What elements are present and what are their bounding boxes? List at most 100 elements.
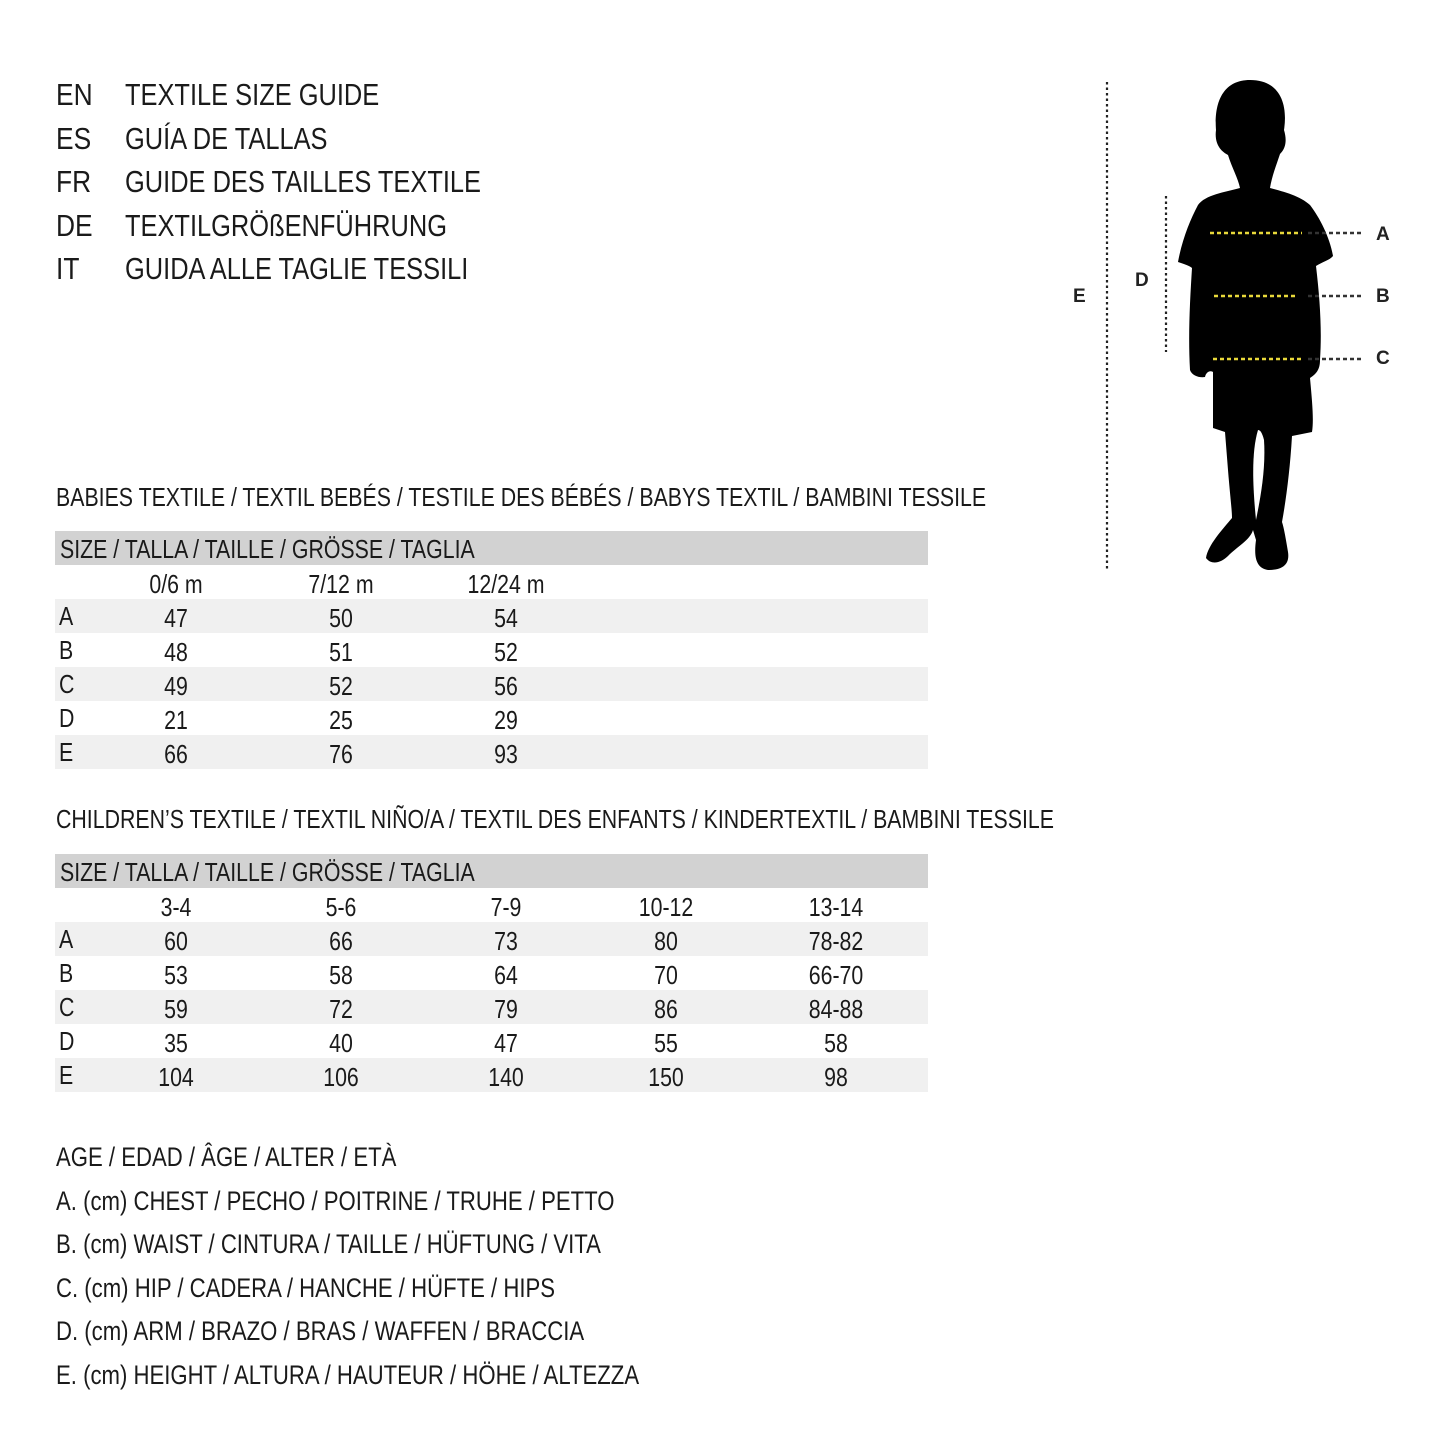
table-cell: 29 — [494, 705, 518, 735]
table-cell: 98 — [824, 1062, 848, 1092]
table-cell: 21 — [164, 705, 188, 735]
column-header: 10-12 — [638, 892, 694, 922]
label-a: A — [1376, 224, 1390, 245]
table-cell: 70 — [654, 960, 678, 990]
table-cell: 58 — [824, 1028, 848, 1058]
table-cell: 66 — [164, 739, 188, 769]
table-cell: 64 — [494, 960, 518, 990]
table-row: B 53 58 64 70 66-70 — [55, 956, 928, 990]
column-header: 3-4 — [160, 892, 192, 922]
child-silhouette-icon — [1178, 80, 1333, 570]
column-header-row: 0/6 m 7/12 m 12/24 m — [55, 565, 928, 599]
size-header-label: SIZE / TALLA / TAILLE / GRÖSSE / TAGLIA — [60, 857, 475, 887]
legend-line: C. (cm) HIP / CADERA / HANCHE / HÜFTE / … — [56, 1272, 556, 1303]
row-label: A — [59, 924, 74, 954]
table-cell: 84-88 — [808, 994, 864, 1024]
label-b: B — [1376, 286, 1390, 307]
table-cell: 59 — [164, 994, 188, 1024]
language-code: DE — [56, 207, 93, 243]
table-cell: 25 — [329, 705, 353, 735]
column-header: 7-9 — [490, 892, 522, 922]
table-cell: 93 — [494, 739, 518, 769]
title-text: TEXTILE SIZE GUIDE — [125, 77, 380, 112]
column-header: 0/6 m — [149, 569, 203, 599]
row-label: A — [59, 601, 74, 631]
table-row: C 59 72 79 86 84-88 — [55, 990, 928, 1024]
size-header-bar: SIZE / TALLA / TAILLE / GRÖSSE / TAGLIA — [55, 854, 928, 888]
row-label: B — [59, 958, 74, 988]
table-cell: 66 — [329, 926, 353, 956]
table-cell: 76 — [329, 739, 353, 769]
row-label: D — [59, 703, 75, 733]
measure-dashes — [1210, 231, 1362, 361]
table-cell: 49 — [164, 671, 188, 701]
legend-line: A. (cm) CHEST / PECHO / POITRINE / TRUHE… — [56, 1185, 615, 1216]
row-label: E — [59, 1060, 74, 1090]
table-cell: 78-82 — [808, 926, 864, 956]
size-header-label: SIZE / TALLA / TAILLE / GRÖSSE / TAGLIA — [60, 534, 475, 564]
legend-line: B. (cm) WAIST / CINTURA / TAILLE / HÜFTU… — [56, 1229, 601, 1259]
row-label: D — [59, 1026, 75, 1056]
row-label: C — [59, 669, 75, 699]
table-cell: 58 — [329, 960, 353, 990]
table-cell: 53 — [164, 960, 188, 990]
table-cell: 40 — [329, 1028, 353, 1058]
legend-line: D. (cm) ARM / BRAZO / BRAS / WAFFEN / BR… — [56, 1316, 585, 1346]
table-cell: 72 — [329, 994, 353, 1024]
column-header: 5-6 — [325, 892, 357, 922]
title-text: GUÍA DE TALLAS — [125, 120, 328, 156]
row-label: E — [59, 737, 74, 767]
table-cell: 47 — [494, 1028, 518, 1058]
label-e: E — [1073, 286, 1086, 307]
table-cell: 35 — [164, 1028, 188, 1058]
table-row: C 49 52 56 — [55, 667, 928, 701]
size-header-bar: SIZE / TALLA / TAILLE / GRÖSSE / TAGLIA — [55, 531, 928, 565]
table-cell: 106 — [323, 1062, 359, 1092]
table-cell: 73 — [494, 926, 518, 956]
column-header: 13-14 — [808, 892, 864, 922]
babies-section-heading: BABIES TEXTILE / TEXTIL BEBÉS / TESTILE … — [56, 482, 987, 512]
title-text: GUIDE DES TAILLES TEXTILE — [125, 164, 482, 199]
table-cell: 52 — [494, 637, 518, 667]
table-row: E 104 106 140 150 98 — [55, 1058, 928, 1092]
table-cell: 51 — [329, 637, 353, 667]
row-label: C — [59, 992, 75, 1022]
table-cell: 86 — [654, 994, 678, 1024]
table-row: A 60 66 73 80 78-82 — [55, 922, 928, 956]
child-silhouette-figure: A B C D E — [1073, 80, 1390, 570]
table-cell: 140 — [488, 1062, 524, 1092]
column-header-row: 3-4 5-6 7-9 10-12 13-14 — [55, 888, 928, 922]
table-cell: 52 — [329, 671, 353, 701]
title-text: TEXTILGRÖßENFÜHRUNG — [125, 207, 448, 243]
table-cell: 60 — [164, 926, 188, 956]
table-cell: 47 — [164, 603, 188, 633]
table-cell: 104 — [158, 1062, 194, 1092]
language-code: IT — [56, 251, 80, 286]
legend-line: E. (cm) HEIGHT / ALTURA / HAUTEUR / HÖHE… — [56, 1359, 640, 1390]
row-label: B — [59, 635, 74, 665]
children-section-heading: CHILDREN’S TEXTILE / TEXTIL NIÑO/A / TEX… — [56, 804, 1054, 834]
column-header: 7/12 m — [308, 569, 374, 599]
table-cell: 48 — [164, 637, 188, 667]
label-d: D — [1135, 270, 1149, 291]
table-row: D 35 40 47 55 58 — [55, 1024, 928, 1058]
table-row: D 21 25 29 — [55, 701, 928, 735]
table-cell: 150 — [648, 1062, 684, 1092]
table-row: E 66 76 93 — [55, 735, 928, 769]
language-code: EN — [56, 77, 93, 112]
label-c: C — [1376, 348, 1390, 369]
language-code: FR — [56, 164, 92, 199]
table-cell: 80 — [654, 926, 678, 956]
title-text: GUIDA ALLE TAGLIE TESSILI — [125, 251, 469, 286]
language-code: ES — [56, 120, 92, 156]
table-cell: 79 — [494, 994, 518, 1024]
table-cell: 50 — [329, 603, 353, 633]
table-cell: 56 — [494, 671, 518, 701]
table-row: A 47 50 54 — [55, 599, 928, 633]
column-header: 12/24 m — [467, 569, 545, 599]
legend-line: AGE / EDAD / ÂGE / ALTER / ETÀ — [56, 1142, 397, 1172]
table-cell: 55 — [654, 1028, 678, 1058]
table-cell: 54 — [494, 603, 518, 633]
table-row: B 48 51 52 — [55, 633, 928, 667]
table-cell: 66-70 — [808, 960, 864, 990]
